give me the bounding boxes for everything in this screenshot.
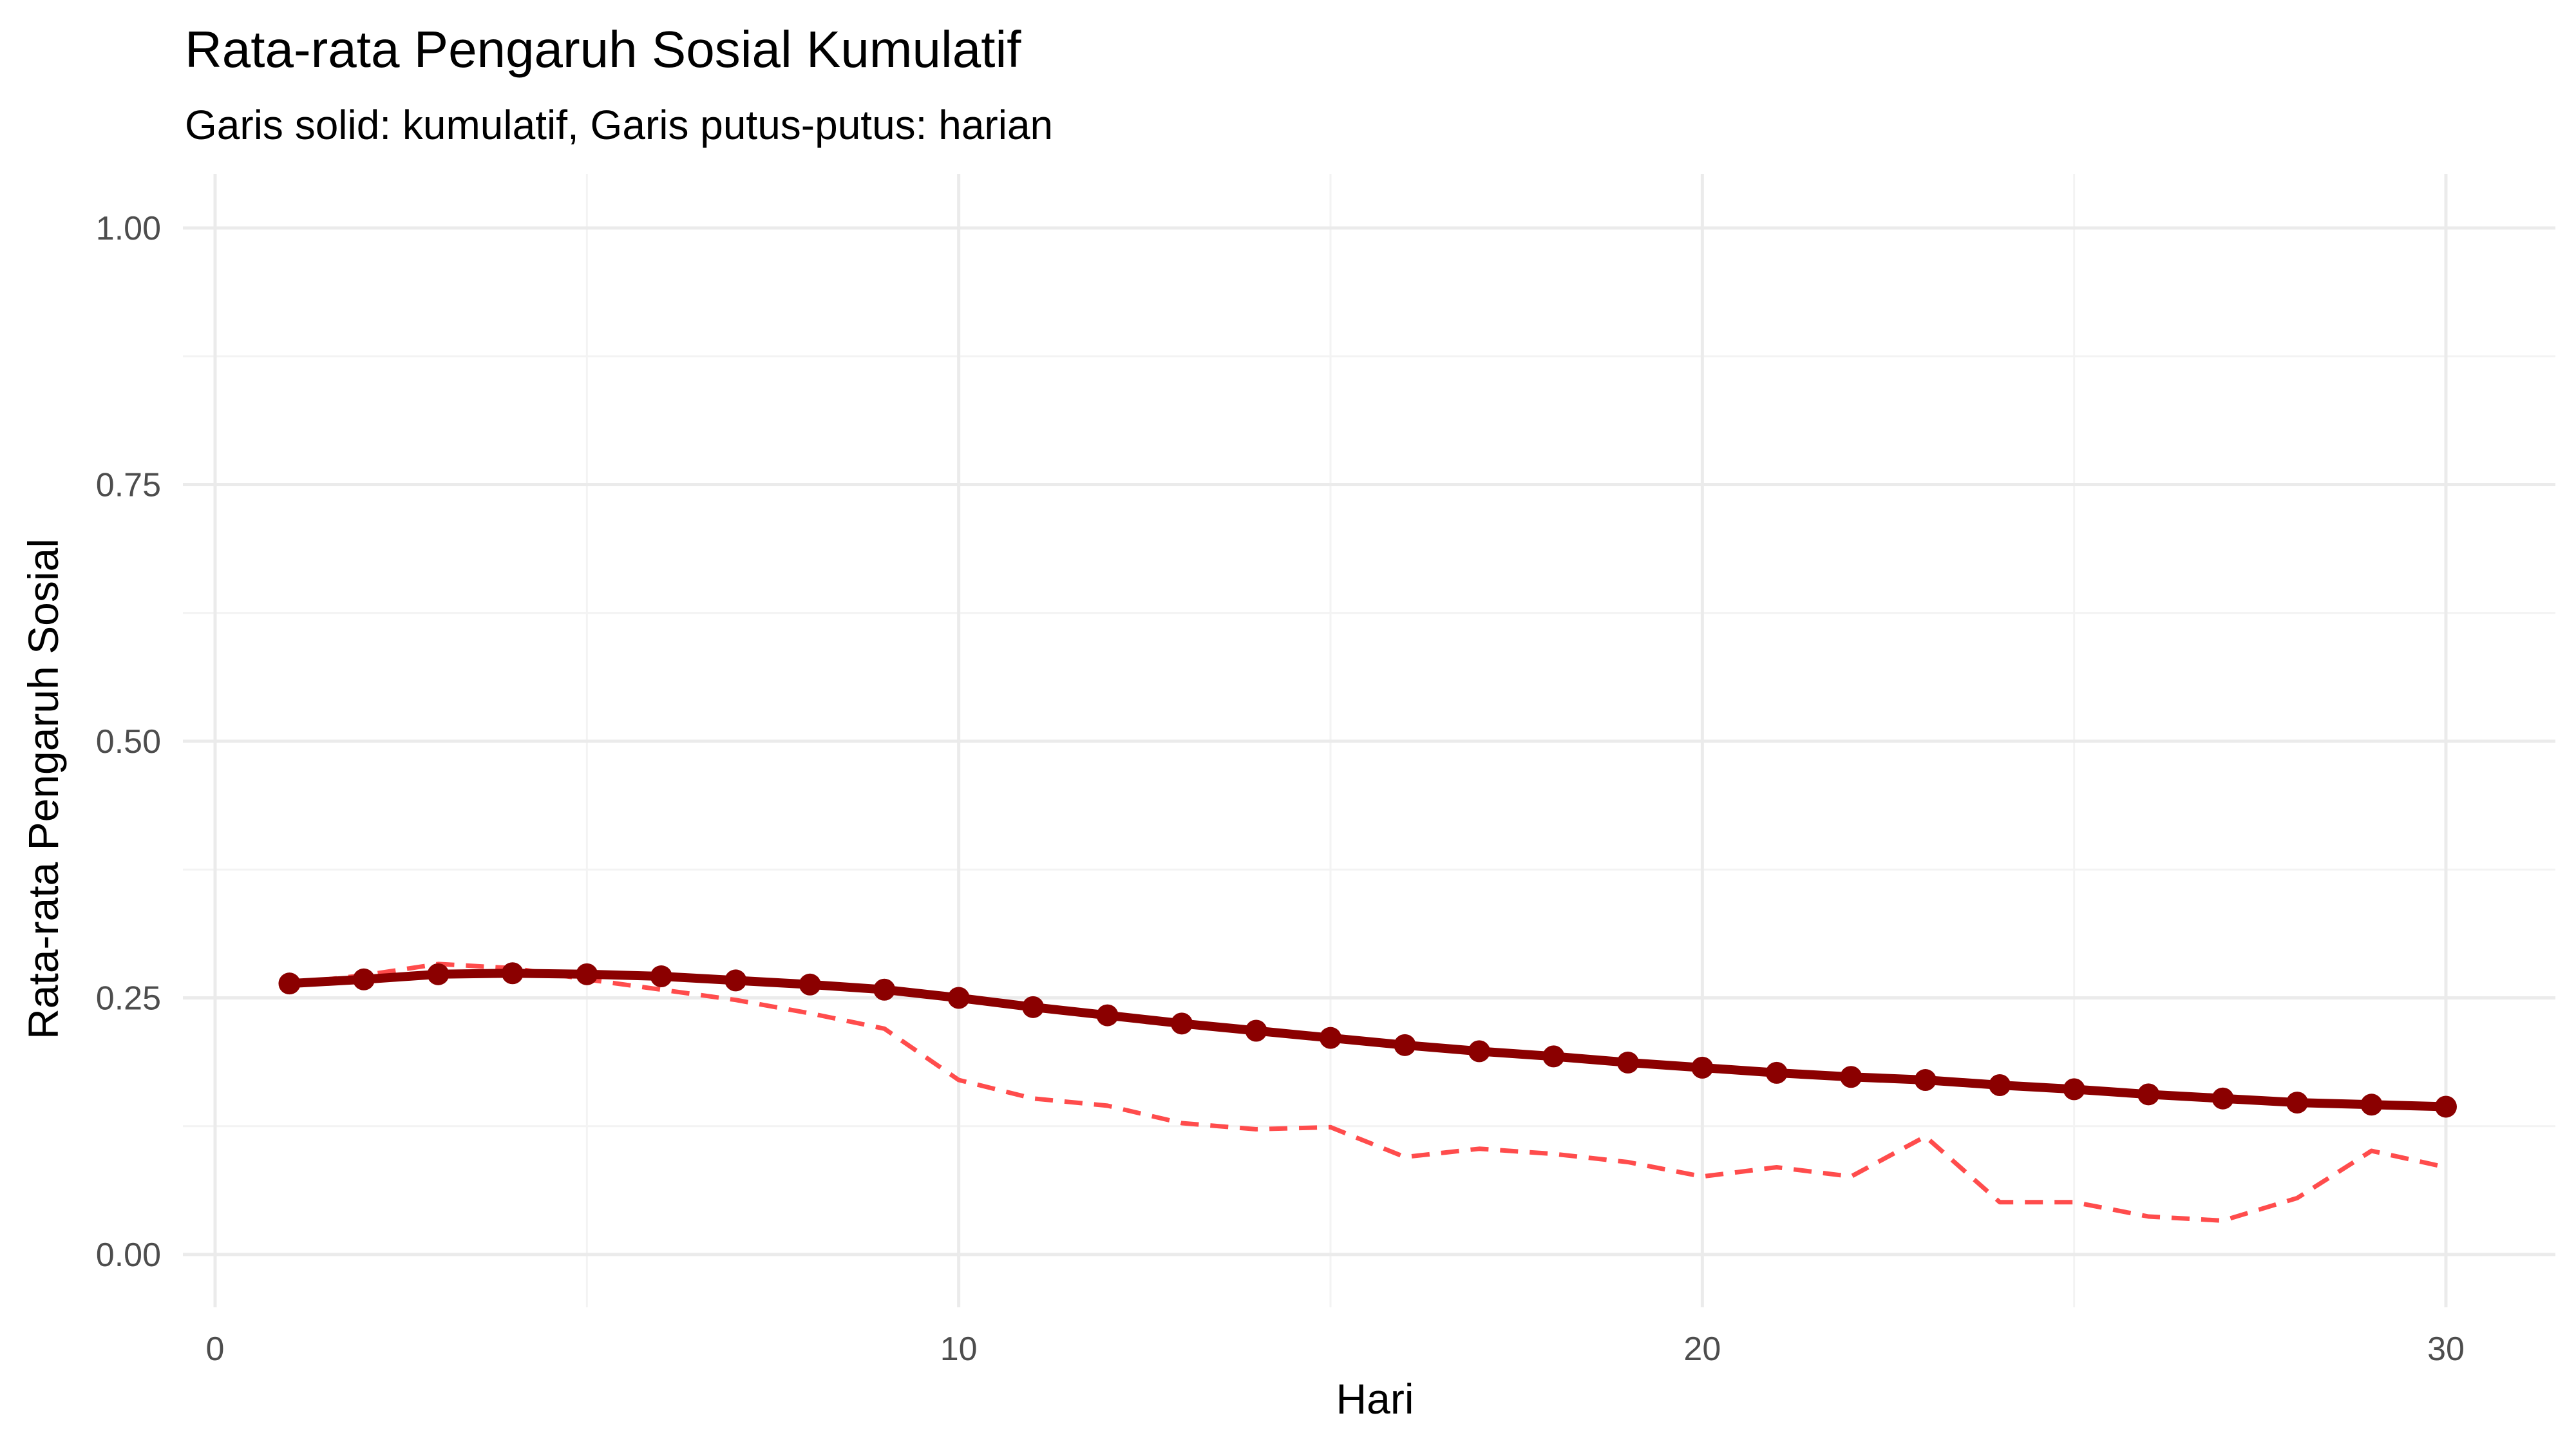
cumulative-data-point xyxy=(1394,1034,1416,1056)
cumulative-data-point xyxy=(2435,1095,2457,1118)
chart-subtitle: Garis solid: kumulatif, Garis putus-putu… xyxy=(185,102,1053,148)
cumulative-data-point xyxy=(1096,1004,1119,1027)
y-tick-label: 0.50 xyxy=(96,723,161,761)
x-tick-label: 30 xyxy=(2427,1331,2465,1368)
y-axis-title: Rata-rata Pengaruh Sosial xyxy=(19,538,67,1039)
x-tick-label: 0 xyxy=(206,1331,225,1368)
cumulative-data-point xyxy=(576,963,598,985)
x-axis-title: Hari xyxy=(1336,1375,1414,1423)
cumulative-series-line xyxy=(285,969,2450,1112)
cumulative-data-point xyxy=(1245,1019,1267,1042)
cumulative-data-point xyxy=(947,987,970,1009)
cumulative-data-point xyxy=(650,965,672,988)
cumulative-data-point xyxy=(2063,1078,2085,1101)
x-axis-ticks: 0 10 20 30 xyxy=(206,1331,2465,1368)
cumulative-data-point xyxy=(1022,996,1045,1018)
cumulative-data-point xyxy=(427,963,450,985)
cumulative-data-point xyxy=(2286,1092,2309,1114)
y-tick-label: 0.00 xyxy=(96,1236,161,1274)
cumulative-data-point xyxy=(2137,1083,2160,1106)
cumulative-data-point xyxy=(1691,1056,1714,1079)
cumulative-data-point xyxy=(1765,1061,1788,1084)
cumulative-data-point xyxy=(352,968,375,990)
cumulative-data-point xyxy=(1320,1027,1341,1049)
y-tick-label: 0.25 xyxy=(96,980,161,1018)
daily-series-line xyxy=(289,961,2447,1223)
y-tick-label: 1.00 xyxy=(96,210,161,247)
grid-lines xyxy=(183,174,2555,1307)
chart-title: Rata-rata Pengaruh Sosial Kumulatif xyxy=(185,21,1021,78)
cumulative-data-point xyxy=(2360,1094,2383,1116)
cumulative-data-point xyxy=(1914,1069,1937,1092)
cumulative-data-point xyxy=(1840,1066,1862,1088)
series-layer xyxy=(278,961,2457,1223)
x-tick-label: 10 xyxy=(940,1331,978,1368)
cumulative-data-point xyxy=(1171,1012,1193,1035)
y-axis-ticks: 0.00 0.25 0.50 0.75 1.00 xyxy=(96,210,161,1274)
cumulative-data-point xyxy=(799,973,821,996)
x-tick-label: 20 xyxy=(1683,1331,1721,1368)
cumulative-data-point xyxy=(1989,1074,2011,1096)
cumulative-data-point xyxy=(873,978,896,1001)
cumulative-data-point xyxy=(1542,1045,1565,1068)
y-tick-label: 0.75 xyxy=(96,467,161,504)
cumulative-data-point xyxy=(2211,1087,2234,1110)
cumulative-data-point xyxy=(1616,1051,1639,1074)
cumulative-data-point xyxy=(501,962,524,985)
cumulative-data-point xyxy=(1468,1040,1490,1063)
cumulative-data-point xyxy=(278,972,301,995)
cumulative-data-point xyxy=(724,969,747,992)
